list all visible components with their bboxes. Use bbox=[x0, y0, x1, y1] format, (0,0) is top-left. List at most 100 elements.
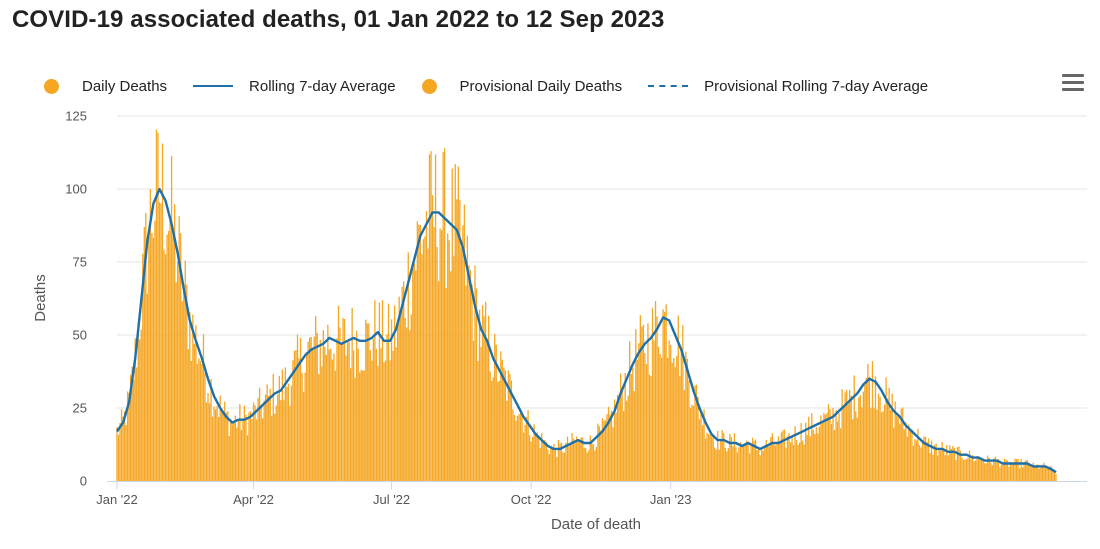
legend-item-provisional-daily-deaths[interactable]: Provisional Daily Deaths bbox=[421, 78, 622, 95]
daily-deaths-bar bbox=[882, 411, 884, 481]
daily-deaths-bar bbox=[797, 445, 799, 481]
daily-deaths-bar bbox=[809, 436, 811, 481]
daily-deaths-bar bbox=[284, 367, 287, 481]
daily-deaths-bar bbox=[754, 439, 757, 481]
daily-deaths-bar bbox=[491, 380, 493, 481]
daily-deaths-bar bbox=[858, 397, 860, 481]
legend-item-daily-deaths[interactable]: Daily Deaths bbox=[44, 78, 167, 95]
hamburger-menu-icon[interactable] bbox=[1062, 74, 1084, 92]
daily-deaths-bar bbox=[430, 151, 432, 481]
daily-deaths-bar bbox=[548, 454, 550, 481]
daily-deaths-bar bbox=[142, 253, 144, 481]
daily-deaths-bar bbox=[630, 373, 632, 481]
daily-deaths-bar bbox=[648, 374, 651, 481]
daily-deaths-bar bbox=[181, 301, 183, 481]
daily-deaths-bar bbox=[688, 380, 690, 481]
daily-deaths-bar bbox=[1043, 462, 1045, 481]
daily-deaths-bar bbox=[407, 252, 409, 481]
daily-deaths-bar bbox=[792, 445, 795, 481]
daily-deaths-bar bbox=[862, 391, 864, 481]
daily-deaths-bar bbox=[609, 414, 611, 481]
daily-deaths-bar bbox=[339, 327, 341, 481]
daily-deaths-bar bbox=[867, 363, 869, 481]
daily-deaths-bar bbox=[412, 265, 414, 481]
daily-deaths-bar bbox=[562, 452, 564, 481]
daily-deaths-bar bbox=[589, 435, 591, 481]
daily-deaths-bar bbox=[286, 386, 288, 481]
legend-item-rolling-average[interactable]: Rolling 7-day Average bbox=[193, 78, 396, 95]
daily-deaths-bar bbox=[650, 375, 652, 481]
daily-deaths-bar bbox=[777, 436, 780, 481]
x-axis-title: Date of death bbox=[551, 516, 641, 533]
daily-deaths-bar bbox=[532, 436, 534, 481]
daily-deaths-bar bbox=[265, 394, 267, 481]
daily-deaths-bar bbox=[770, 437, 772, 481]
daily-deaths-bar bbox=[189, 312, 191, 481]
daily-deaths-bar bbox=[295, 350, 297, 481]
daily-deaths-bar bbox=[158, 202, 161, 481]
daily-deaths-bar bbox=[130, 374, 132, 481]
daily-deaths-bar bbox=[838, 413, 840, 481]
daily-deaths-bar bbox=[741, 446, 743, 481]
daily-deaths-bar bbox=[717, 430, 719, 481]
daily-deaths-bar bbox=[968, 450, 971, 481]
daily-deaths-bar bbox=[805, 422, 807, 481]
bars bbox=[116, 129, 1057, 482]
daily-deaths-bar bbox=[776, 444, 778, 481]
daily-deaths-bar bbox=[604, 420, 607, 481]
daily-deaths-bar bbox=[556, 457, 558, 481]
daily-deaths-bar bbox=[228, 436, 230, 481]
daily-deaths-bar bbox=[712, 437, 714, 481]
daily-deaths-bar bbox=[859, 394, 861, 481]
daily-deaths-bar bbox=[213, 406, 215, 481]
daily-deaths-bar bbox=[557, 440, 560, 481]
daily-deaths-bar bbox=[723, 433, 725, 481]
daily-deaths-bar bbox=[971, 454, 974, 481]
daily-deaths-bar bbox=[914, 438, 916, 481]
daily-deaths-bar bbox=[639, 315, 641, 481]
daily-deaths-bar bbox=[883, 404, 886, 481]
daily-deaths-bar bbox=[224, 401, 226, 481]
daily-deaths-bar bbox=[597, 423, 599, 481]
daily-deaths-bar bbox=[633, 391, 635, 481]
daily-deaths-bar bbox=[677, 315, 679, 481]
daily-deaths-bar bbox=[692, 405, 695, 481]
daily-deaths-bar bbox=[730, 437, 733, 481]
daily-deaths-bar bbox=[885, 377, 887, 481]
daily-deaths-bar bbox=[334, 370, 337, 481]
daily-deaths-bar bbox=[343, 319, 346, 481]
daily-deaths-bar bbox=[832, 408, 834, 481]
daily-deaths-bar bbox=[363, 370, 365, 481]
daily-deaths-bar bbox=[400, 309, 402, 481]
x-tick-label: Jan '23 bbox=[650, 492, 692, 507]
daily-deaths-bar bbox=[542, 442, 544, 481]
daily-deaths-bar bbox=[248, 412, 250, 481]
daily-deaths-bar bbox=[522, 432, 525, 481]
daily-deaths-bar bbox=[1017, 459, 1019, 481]
legend-item-provisional-rolling-average[interactable]: Provisional Rolling 7-day Average bbox=[648, 78, 928, 95]
daily-deaths-bar bbox=[930, 440, 933, 481]
daily-deaths-bar bbox=[260, 406, 262, 481]
daily-deaths-bar bbox=[782, 430, 784, 481]
daily-deaths-bar bbox=[991, 464, 993, 481]
daily-deaths-bar bbox=[853, 375, 855, 481]
daily-deaths-bar bbox=[321, 366, 323, 481]
daily-deaths-bar bbox=[515, 420, 517, 481]
daily-deaths-bar bbox=[510, 380, 513, 481]
daily-deaths-bar bbox=[788, 432, 790, 481]
daily-deaths-bar bbox=[849, 389, 851, 481]
daily-deaths-bar bbox=[277, 394, 279, 481]
daily-deaths-bar bbox=[1018, 468, 1021, 481]
daily-deaths-bar bbox=[808, 416, 810, 481]
daily-deaths-bar bbox=[758, 448, 760, 481]
daily-deaths-bar bbox=[827, 404, 830, 481]
daily-deaths-bar bbox=[774, 445, 777, 481]
daily-deaths-bar bbox=[1011, 463, 1013, 481]
daily-deaths-bar bbox=[1005, 459, 1007, 481]
daily-deaths-bar bbox=[686, 358, 689, 481]
daily-deaths-bar bbox=[225, 412, 227, 481]
daily-deaths-bar bbox=[815, 427, 817, 481]
daily-deaths-bar bbox=[278, 375, 280, 481]
daily-deaths-bar bbox=[987, 455, 989, 481]
daily-deaths-bar bbox=[177, 261, 179, 481]
